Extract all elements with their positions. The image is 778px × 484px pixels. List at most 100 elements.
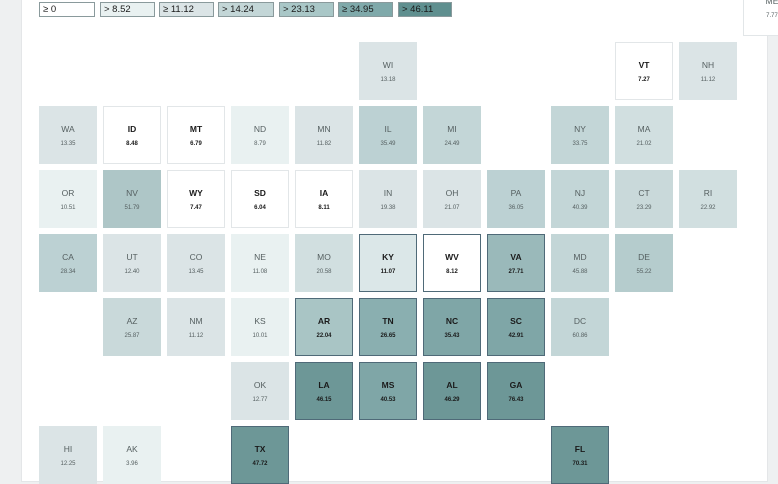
state-abbr: DE (638, 252, 650, 262)
state-abbr: CO (189, 252, 203, 262)
state-value: 11.07 (380, 269, 396, 275)
state-value: 22.92 (700, 205, 716, 211)
legend-item: ≥ 34.95 (338, 2, 393, 17)
state-abbr: VT (638, 60, 650, 70)
state-tile-mt[interactable]: MT 6.79 (167, 106, 225, 164)
state-value: 8.11 (318, 205, 330, 211)
state-tile-wv[interactable]: WV 8.12 (423, 234, 481, 292)
state-tile-hi[interactable]: HI 12.25 (39, 426, 97, 484)
legend-item: > 23.13 (279, 2, 334, 17)
state-tile-ca[interactable]: CA 28.34 (39, 234, 97, 292)
state-tile-sd[interactable]: SD 6.04 (231, 170, 289, 228)
state-tile-fl[interactable]: FL 70.31 (551, 426, 609, 484)
state-tile-ok[interactable]: OK 12.77 (231, 362, 289, 420)
state-tile-wa[interactable]: WA 13.35 (39, 106, 97, 164)
state-tile-tn[interactable]: TN 26.65 (359, 298, 417, 356)
state-abbr: WA (61, 124, 75, 134)
state-tile-ar[interactable]: AR 22.04 (295, 298, 353, 356)
state-tile-pa[interactable]: PA 36.05 (487, 170, 545, 228)
state-tile-de[interactable]: DE 55.22 (615, 234, 673, 292)
state-abbr: IL (384, 124, 392, 134)
legend-item: > 8.52 (100, 2, 155, 17)
state-abbr: MN (317, 124, 331, 134)
state-tile-ky[interactable]: KY 11.07 (359, 234, 417, 292)
state-tile-al[interactable]: AL 46.29 (423, 362, 481, 420)
state-tile-mi[interactable]: MI 24.49 (423, 106, 481, 164)
state-tile-sc[interactable]: SC 42.91 (487, 298, 545, 356)
state-tile-az[interactable]: AZ 25.87 (103, 298, 161, 356)
state-tile-ut[interactable]: UT 12.40 (103, 234, 161, 292)
state-abbr: WY (189, 188, 203, 198)
state-abbr: CT (638, 188, 650, 198)
state-tile-ia[interactable]: IA 8.11 (295, 170, 353, 228)
state-abbr: FL (574, 444, 586, 454)
state-value: 7.27 (638, 77, 650, 83)
state-tile-ny[interactable]: NY 33.75 (551, 106, 609, 164)
state-abbr: LA (318, 380, 330, 390)
state-value: 76.43 (508, 397, 524, 403)
state-tile-tx[interactable]: TX 47.72 (231, 426, 289, 484)
state-tile-ne[interactable]: NE 11.08 (231, 234, 289, 292)
state-value: 23.29 (636, 205, 652, 211)
state-tile-md[interactable]: MD 45.88 (551, 234, 609, 292)
state-tile-nj[interactable]: NJ 40.39 (551, 170, 609, 228)
state-tile-nc[interactable]: NC 35.43 (423, 298, 481, 356)
state-value: 19.38 (380, 205, 396, 211)
state-tile-mo[interactable]: MO 20.58 (295, 234, 353, 292)
state-tile-oh[interactable]: OH 21.07 (423, 170, 481, 228)
state-value: 40.39 (572, 205, 588, 211)
state-value: 40.53 (380, 397, 396, 403)
state-tile-wi[interactable]: WI 13.18 (359, 42, 417, 100)
state-value: 47.72 (252, 461, 268, 467)
state-tile-la[interactable]: LA 46.15 (295, 362, 353, 420)
state-abbr: IA (319, 188, 329, 198)
state-value: 11.12 (188, 333, 204, 339)
state-tile-me[interactable]: ME 7.77 (743, 0, 778, 36)
state-tile-nv[interactable]: NV 51.79 (103, 170, 161, 228)
state-tile-nm[interactable]: NM 11.12 (167, 298, 225, 356)
state-value: 46.15 (316, 397, 332, 403)
state-tile-ri[interactable]: RI 22.92 (679, 170, 737, 228)
state-value: 21.02 (636, 141, 652, 147)
state-tile-in[interactable]: IN 19.38 (359, 170, 417, 228)
state-tile-nd[interactable]: ND 8.79 (231, 106, 289, 164)
state-tile-nh[interactable]: NH 11.12 (679, 42, 737, 100)
state-abbr: MT (189, 124, 203, 134)
state-tile-ak[interactable]: AK 3.96 (103, 426, 161, 484)
state-abbr: RI (703, 188, 713, 198)
state-tile-ct[interactable]: CT 23.29 (615, 170, 673, 228)
state-tile-vt[interactable]: VT 7.27 (615, 42, 673, 100)
state-value: 35.43 (444, 333, 460, 339)
state-tile-ks[interactable]: KS 10.01 (231, 298, 289, 356)
state-value: 20.58 (316, 269, 332, 275)
state-tile-ma[interactable]: MA 21.02 (615, 106, 673, 164)
state-value: 11.08 (252, 269, 268, 275)
state-abbr: NM (189, 316, 203, 326)
state-abbr: AZ (126, 316, 138, 326)
state-tile-dc[interactable]: DC 60.86 (551, 298, 609, 356)
state-value: 33.75 (572, 141, 588, 147)
state-tile-id[interactable]: ID 8.48 (103, 106, 161, 164)
state-value: 3.96 (126, 461, 138, 467)
state-value: 21.07 (444, 205, 460, 211)
legend-item: ≥ 11.12 (159, 2, 214, 17)
state-tile-ga[interactable]: GA 76.43 (487, 362, 545, 420)
state-tile-va[interactable]: VA 27.71 (487, 234, 545, 292)
state-abbr: MA (637, 124, 651, 134)
state-tile-or[interactable]: OR 10.51 (39, 170, 97, 228)
state-value: 45.88 (572, 269, 588, 275)
state-abbr: NE (254, 252, 266, 262)
state-tile-co[interactable]: CO 13.45 (167, 234, 225, 292)
state-abbr: DC (573, 316, 587, 326)
state-tile-mn[interactable]: MN 11.82 (295, 106, 353, 164)
legend-item: > 46.11 (398, 2, 452, 17)
state-tile-ms[interactable]: MS 40.53 (359, 362, 417, 420)
state-abbr: NJ (574, 188, 586, 198)
state-abbr: TN (382, 316, 394, 326)
state-abbr: SC (510, 316, 522, 326)
state-tile-wy[interactable]: WY 7.47 (167, 170, 225, 228)
state-tile-il[interactable]: IL 35.49 (359, 106, 417, 164)
state-abbr: ME (765, 0, 778, 6)
legend-item: ≥ 0 (39, 2, 95, 17)
state-value: 8.48 (126, 141, 138, 147)
